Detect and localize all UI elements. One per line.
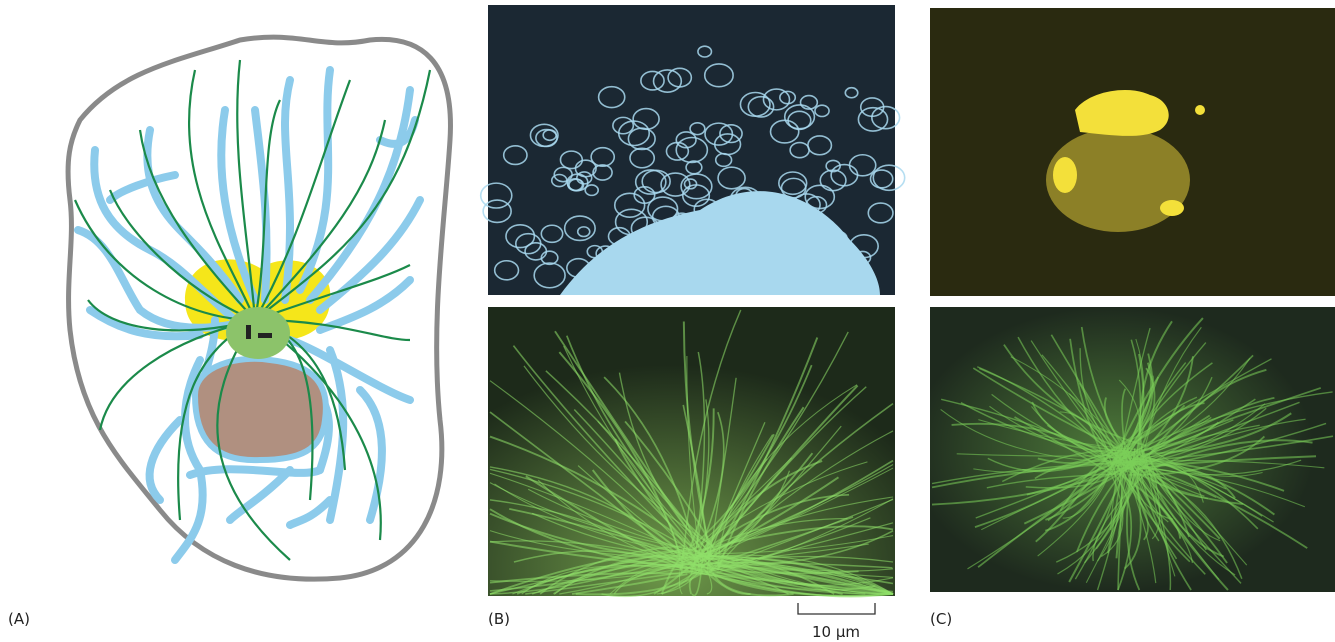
- cell-schematic: [68, 37, 450, 579]
- panel-label: (A): [8, 610, 30, 628]
- centriole: [258, 333, 272, 338]
- panel-label: (B): [488, 610, 510, 628]
- figure: (A) (B) (C) 10 μm: [0, 0, 1335, 642]
- scale-bar-label: 10 μm: [812, 623, 860, 641]
- panel-label: (C): [930, 610, 952, 628]
- nucleus: [195, 359, 326, 460]
- centriole: [246, 325, 251, 339]
- scale-bar: [798, 603, 875, 614]
